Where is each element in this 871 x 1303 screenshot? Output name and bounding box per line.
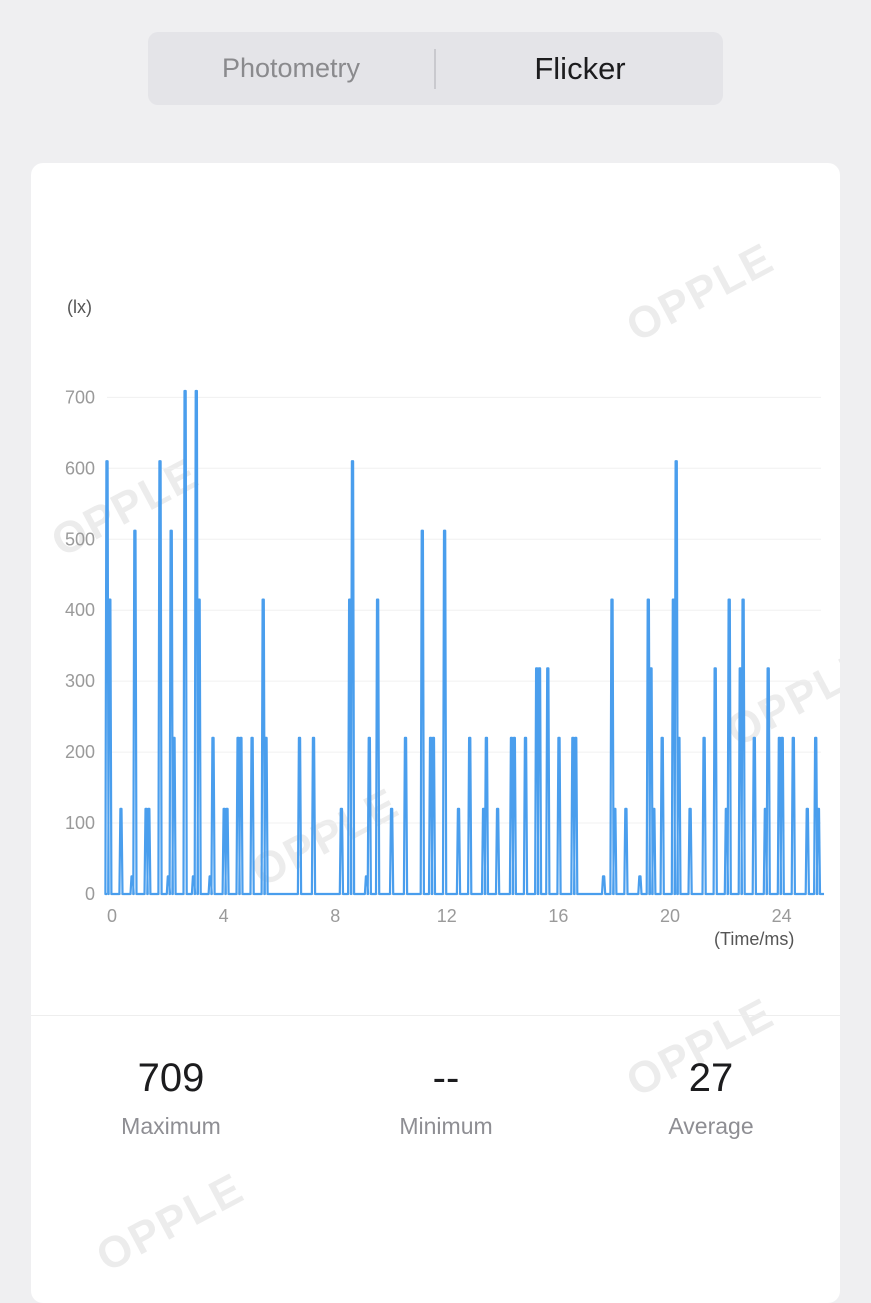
y-tick-label: 0 [85, 884, 95, 904]
watermark: OPPLE [89, 1164, 253, 1283]
x-tick-label: 24 [772, 906, 792, 926]
x-tick-label: 8 [330, 906, 340, 926]
y-tick-label: 400 [65, 600, 95, 620]
y-tick-label: 100 [65, 813, 95, 833]
x-tick-label: 4 [219, 906, 229, 926]
x-tick-label: 0 [107, 906, 117, 926]
stat-maximum: 709 Maximum [61, 1053, 281, 1140]
tab-flicker[interactable]: Flicker [437, 32, 723, 105]
segmented-control: Photometry Flicker [148, 32, 723, 105]
flicker-card: OPPLE OPPLE OPPLE OPPLE OPPLE OPPLE (lx)… [31, 163, 840, 1303]
x-axis-unit: (Time/ms) [714, 929, 794, 950]
y-tick-label: 600 [65, 458, 95, 478]
x-tick-label: 20 [660, 906, 680, 926]
minimum-value: -- [336, 1053, 556, 1103]
divider [31, 1015, 840, 1016]
y-tick-label: 300 [65, 671, 95, 691]
tab-photometry[interactable]: Photometry [148, 32, 434, 105]
average-value: 27 [601, 1053, 821, 1103]
y-tick-label: 700 [65, 387, 95, 407]
y-tick-label: 500 [65, 529, 95, 549]
flicker-chart: 0 100 200 300 400 500 600 700 0 4 8 12 16 20 24 [31, 163, 840, 963]
minimum-label: Minimum [336, 1113, 556, 1140]
stat-minimum: -- Minimum [336, 1053, 556, 1140]
series-line [105, 391, 824, 894]
segment-divider [434, 49, 436, 89]
maximum-value: 709 [61, 1053, 281, 1103]
stat-average: 27 Average [601, 1053, 821, 1140]
y-tick-label: 200 [65, 742, 95, 762]
x-tick-label: 12 [437, 906, 457, 926]
average-label: Average [601, 1113, 821, 1140]
x-tick-label: 16 [548, 906, 568, 926]
maximum-label: Maximum [61, 1113, 281, 1140]
